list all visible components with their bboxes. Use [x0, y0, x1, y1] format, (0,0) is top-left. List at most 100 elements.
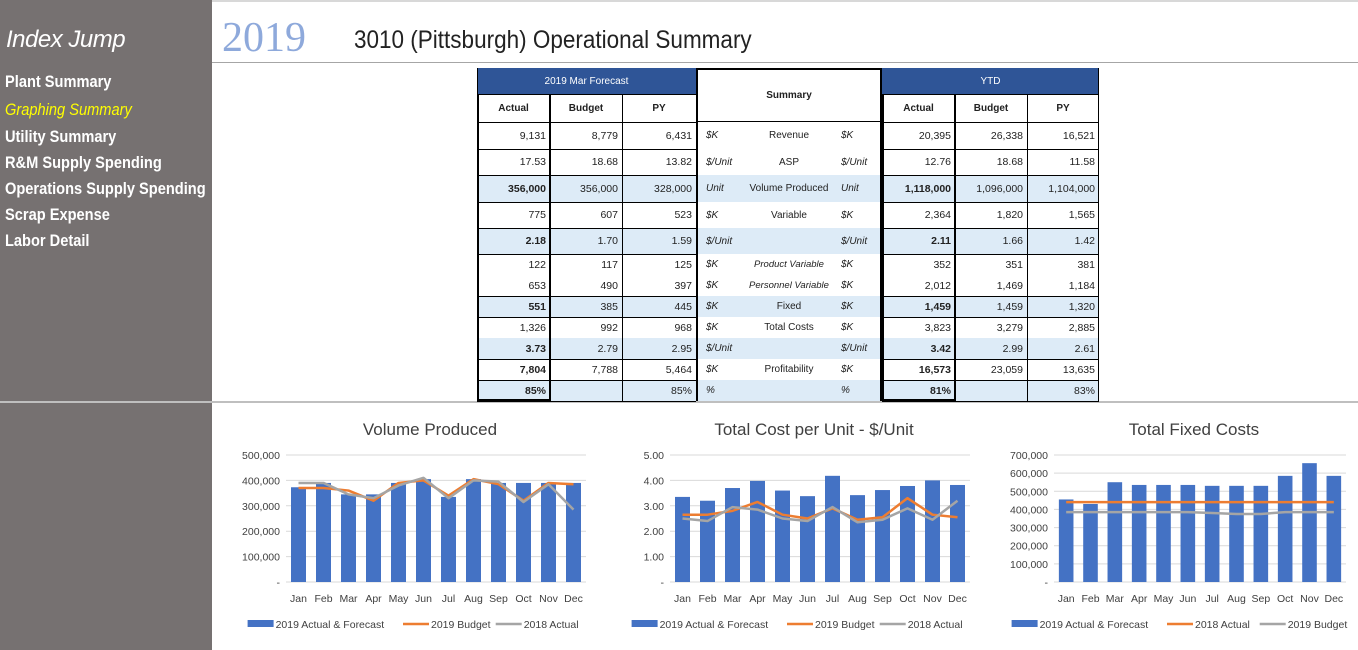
grid-line	[882, 380, 1099, 381]
month-actual-value: 122	[528, 258, 546, 271]
month-actual-value: 1,326	[519, 321, 546, 334]
legend-label: 2018 Actual	[1195, 619, 1250, 631]
bar-2019-actual-forecast	[750, 480, 765, 582]
x-tick-label: Sep	[873, 593, 892, 605]
sidebar-item-operations-supply-spending[interactable]: Operations Supply Spending	[5, 179, 206, 198]
line-2018-actual	[298, 476, 575, 511]
line-2019-budget	[1066, 510, 1334, 516]
sidebar-title: Index Jump	[6, 26, 126, 53]
unit-left: $/Unit	[706, 235, 733, 247]
month-py-value: 125	[674, 258, 692, 271]
grid-line	[477, 94, 479, 401]
grid-line	[882, 228, 1099, 229]
ytd-budget-value: 1.66	[1002, 235, 1023, 247]
sidebar-item-utility-summary[interactable]: Utility Summary	[5, 127, 117, 146]
chart-title: Total Cost per Unit - $/Unit	[714, 420, 914, 439]
ytd-actual-value: 1,118,000	[904, 182, 951, 195]
bar-2019-actual-forecast	[1204, 485, 1220, 582]
sidebar-lower	[0, 403, 212, 650]
unit-left: %	[706, 385, 715, 396]
bar-2019-actual-forecast	[291, 487, 306, 582]
x-tick-label: Sep	[489, 593, 508, 605]
chart-volume-produced: Volume Produced - 100,000 200,000 300,000 400…	[222, 408, 598, 648]
unit-right: $K	[841, 209, 854, 221]
x-tick-label: Nov	[923, 593, 942, 605]
row-label	[739, 228, 839, 254]
y-tick-label: 400,000	[1010, 504, 1048, 516]
ytd-col-actual: Actual	[903, 102, 934, 114]
grid-line	[954, 94, 956, 401]
sidebar-item-scrap-expense[interactable]: Scrap Expense	[5, 205, 110, 224]
bar-2019-actual-forecast	[1277, 475, 1293, 582]
month-py-value: 445	[674, 300, 692, 313]
grid-line	[882, 94, 884, 401]
legend-label: 2019 Budget	[1288, 619, 1348, 631]
unit-left: $K	[706, 130, 719, 141]
ytd-actual-value: 20,395	[918, 129, 951, 142]
ytd-budget-value	[955, 380, 1027, 401]
year-label: 2019	[222, 15, 306, 61]
legend-label: 2019 Actual & Forecast	[276, 619, 385, 631]
y-tick-label: 500,000	[242, 450, 280, 462]
x-tick-label: Dec	[564, 593, 583, 605]
ytd-budget-value: 1,459	[996, 300, 1023, 313]
month-py-value: 1.59	[671, 235, 692, 247]
unit-left: $K	[706, 209, 719, 221]
x-tick-label: Jun	[1179, 593, 1196, 605]
grid-line	[477, 380, 696, 381]
bar-2019-actual-forecast	[725, 488, 740, 582]
bar-2019-actual-forecast	[516, 482, 531, 582]
grid-line	[882, 122, 1099, 123]
unit-left: $K	[706, 301, 719, 312]
row-label: Personnel Variable	[749, 280, 829, 291]
bar-2019-actual-forecast	[466, 479, 481, 582]
summary-table: 2019 Mar Forecast YTD Summary Actual Budget P…	[477, 68, 1099, 402]
sidebar-item-graphing-summary[interactable]: Graphing Summary	[5, 100, 132, 119]
month-budget-value: 385	[600, 300, 618, 313]
bar-2019-actual-forecast	[366, 494, 381, 582]
chart-total-fixed-costs: Total Fixed Costs - 100,000 200,000 300,000 4…	[990, 408, 1358, 648]
x-tick-label: Apr	[749, 593, 766, 605]
ytd-py-value: 16,521	[1062, 129, 1095, 142]
unit-left: $K	[706, 259, 719, 270]
row-label: ASP	[778, 156, 799, 168]
y-tick-label: 200,000	[242, 526, 280, 538]
sidebar-item-plant-summary[interactable]: Plant Summary	[5, 72, 112, 91]
bar-2019-actual-forecast	[541, 482, 556, 582]
y-tick-label: 600,000	[1010, 468, 1048, 480]
row-label: Fixed	[776, 301, 802, 312]
ytd-py-value: 381	[1077, 258, 1095, 271]
sidebar-item-rm-supply-spending[interactable]: R&M Supply Spending	[5, 153, 162, 172]
bar-2019-actual-forecast	[1058, 499, 1074, 582]
row-label: Variable	[771, 209, 807, 221]
y-tick-label: 200,000	[1010, 541, 1048, 553]
unit-right: $/Unit	[841, 235, 868, 247]
ytd-actual-value: 3.42	[930, 342, 951, 355]
legend-label: 2018 Actual	[908, 619, 963, 631]
grid-line	[477, 202, 696, 203]
y-tick-label: 100,000	[1010, 559, 1048, 571]
month-py-value: 328,000	[654, 182, 692, 195]
row-band	[477, 228, 1099, 254]
x-tick-label: Jun	[415, 593, 432, 605]
bar-2019-actual-forecast	[391, 482, 406, 582]
row-label	[739, 338, 839, 359]
unit-right: $K	[841, 130, 854, 141]
month-actual-value: 17.53	[519, 156, 546, 168]
y-tick-label: -	[1045, 577, 1049, 589]
grid-line	[477, 175, 696, 176]
ytd-budget-value: 1,469	[996, 279, 1023, 292]
y-tick-label: 300,000	[1010, 523, 1048, 535]
chart-svg: Total Fixed Costs - 100,000 200,000 300,000 4…	[1010, 420, 1348, 631]
x-tick-label: Dec	[948, 593, 967, 605]
sidebar-item-labor-detail[interactable]: Labor Detail	[5, 231, 90, 250]
month-actual-value: 653	[528, 279, 546, 292]
unit-right: $K	[841, 322, 854, 333]
row-band	[477, 175, 1099, 202]
x-tick-label: May	[773, 593, 794, 605]
y-tick-label: 4.00	[644, 475, 665, 487]
grid-line	[696, 68, 882, 70]
grid-line	[477, 228, 696, 229]
grid-line	[882, 401, 1099, 402]
ytd-budget-value: 18.68	[996, 156, 1023, 168]
